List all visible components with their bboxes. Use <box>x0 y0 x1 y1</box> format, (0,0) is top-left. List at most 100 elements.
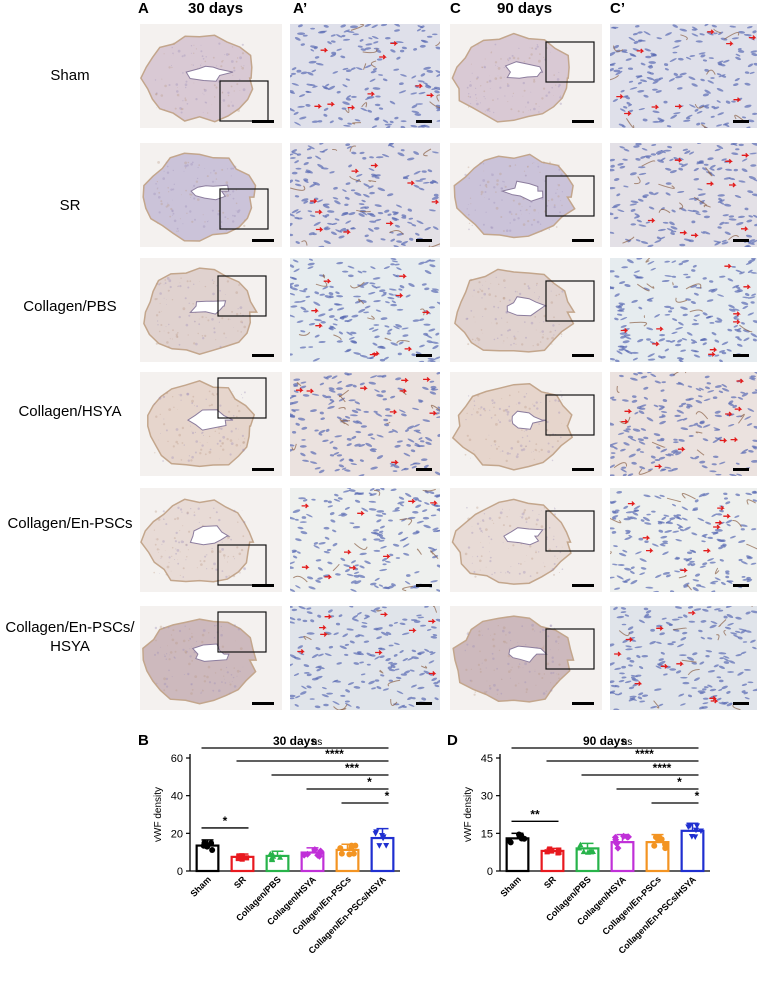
data-point <box>693 823 700 829</box>
micrograph-c-prime-90d-detail-collagen-pbs <box>610 258 757 362</box>
data-point <box>383 842 390 849</box>
data-point <box>697 828 704 835</box>
significance-label: ns <box>622 737 633 748</box>
chart-title: 90 days <box>583 734 627 748</box>
data-point <box>346 851 353 858</box>
data-point <box>577 841 584 848</box>
micrograph-c-90d-overview-collagen-en-pscs <box>450 488 602 592</box>
data-point <box>686 823 693 830</box>
significance-label: * <box>367 775 372 789</box>
significance-label: **** <box>653 761 672 775</box>
data-point <box>624 833 632 841</box>
significance-label: * <box>677 775 682 789</box>
significance-label: * <box>223 814 228 828</box>
data-point <box>338 850 345 857</box>
x-tick-label: SR <box>232 874 248 890</box>
micrograph-c-90d-overview-sr <box>450 143 602 247</box>
y-axis-label: vWF density <box>153 787 164 842</box>
data-point <box>662 841 669 848</box>
chart-title: 30 days <box>273 734 317 748</box>
micrograph-a-prime-30d-detail-collagen-en-pscs <box>290 488 440 592</box>
bar-chart-30-days: 30 days 0 20 40 60 vWF density Sham SR Collagen/… <box>153 734 400 956</box>
x-tick-label: Sham <box>189 874 213 898</box>
micrograph-a-30d-overview-sham <box>140 24 282 128</box>
data-point <box>576 844 583 851</box>
data-point <box>209 847 216 854</box>
data-point <box>380 835 387 842</box>
data-point <box>314 851 322 859</box>
bar-4 <box>335 848 360 873</box>
data-point <box>556 847 562 853</box>
x-tick-label: SR <box>542 874 558 890</box>
data-point <box>611 833 619 841</box>
data-point <box>580 848 587 855</box>
bar-2 <box>265 854 290 873</box>
panel-letter-a-prime: A’ <box>293 0 308 17</box>
panel-letter-d: D <box>447 732 458 749</box>
y-tick-label: 40 <box>171 791 183 803</box>
column-title-90-days: 90 days <box>497 0 553 17</box>
data-point <box>300 851 308 859</box>
significance-label: ** <box>530 807 540 821</box>
y-tick-label: 15 <box>481 828 493 840</box>
data-point <box>613 840 621 848</box>
x-tick-label: Collagen/En-PSCs <box>290 874 353 937</box>
data-point <box>518 835 525 842</box>
data-point <box>544 849 550 855</box>
micrograph-a-prime-30d-detail-collagen-hsya <box>290 372 440 476</box>
micrograph-a-prime-30d-detail-collagen-en-pscs-hsya <box>290 606 440 710</box>
data-point <box>376 843 383 849</box>
panel-letter-b: B <box>138 732 149 749</box>
y-tick-label: 20 <box>171 828 183 840</box>
row-label-collagen-pbs: Collagen/PBS <box>23 298 117 315</box>
micrograph-c-prime-90d-detail-sham <box>610 24 757 128</box>
micrograph-c-90d-overview-sham <box>450 24 602 128</box>
y-tick-label: 30 <box>481 791 493 803</box>
micrograph-c-90d-overview-collagen-en-pscs-hsya <box>450 606 602 710</box>
data-point <box>269 855 276 862</box>
micrograph-a-30d-overview-sr <box>140 143 282 247</box>
row-label-collagen-en-pscs: Collagen/En-PSCs <box>7 515 133 532</box>
significance-label: ns <box>312 737 323 748</box>
y-tick-label: 45 <box>481 753 493 765</box>
data-point <box>655 836 662 843</box>
data-point <box>651 842 658 849</box>
row-label-collagen-hsya: Collagen/HSYA <box>18 403 122 420</box>
row-label-collagen-en-pscs-hsya: Collagen/En-PSCs/ HSYA <box>5 619 135 655</box>
significance-label: **** <box>325 747 344 761</box>
bar-chart-90-days: 90 days 0 15 30 45 vWF density Sham SR Collagen/… <box>463 734 710 956</box>
data-point <box>348 845 355 852</box>
micrograph-c-prime-90d-detail-collagen-hsya <box>610 372 757 476</box>
panel-letter-a: A <box>138 0 149 17</box>
row-label-sham: Sham <box>50 67 90 84</box>
data-point <box>547 846 553 852</box>
y-tick-label: 60 <box>171 753 183 765</box>
micrograph-a-prime-30d-detail-sham <box>290 24 440 128</box>
data-point <box>620 832 628 840</box>
data-point <box>317 847 325 855</box>
data-point <box>688 834 695 840</box>
bar-2 <box>575 847 600 873</box>
micrograph-c-90d-overview-collagen-hsya <box>450 372 602 476</box>
micrograph-c-90d-overview-collagen-pbs <box>450 258 602 362</box>
micrograph-c-prime-90d-detail-sr <box>610 143 757 247</box>
micrograph-a-30d-overview-collagen-en-pscs <box>140 488 282 592</box>
micrograph-a-30d-overview-collagen-en-pscs-hsya <box>140 606 282 710</box>
significance-label: * <box>695 789 700 803</box>
row-label-sr: SR <box>59 197 81 214</box>
data-point <box>239 853 245 859</box>
data-point <box>269 851 276 857</box>
y-tick-label: 0 <box>177 866 183 878</box>
micrograph-a-30d-overview-collagen-pbs <box>140 258 282 362</box>
micrograph-c-prime-90d-detail-collagen-en-pscs-hsya <box>610 606 757 710</box>
data-point <box>692 827 699 834</box>
data-point <box>586 848 593 855</box>
significance-label: **** <box>635 747 654 761</box>
y-axis-label: vWF density <box>463 787 474 842</box>
significance-label: *** <box>345 761 359 775</box>
data-point <box>243 855 250 861</box>
data-point <box>350 850 357 857</box>
bar-3 <box>610 841 635 873</box>
data-point <box>337 845 344 852</box>
data-point <box>311 846 319 854</box>
